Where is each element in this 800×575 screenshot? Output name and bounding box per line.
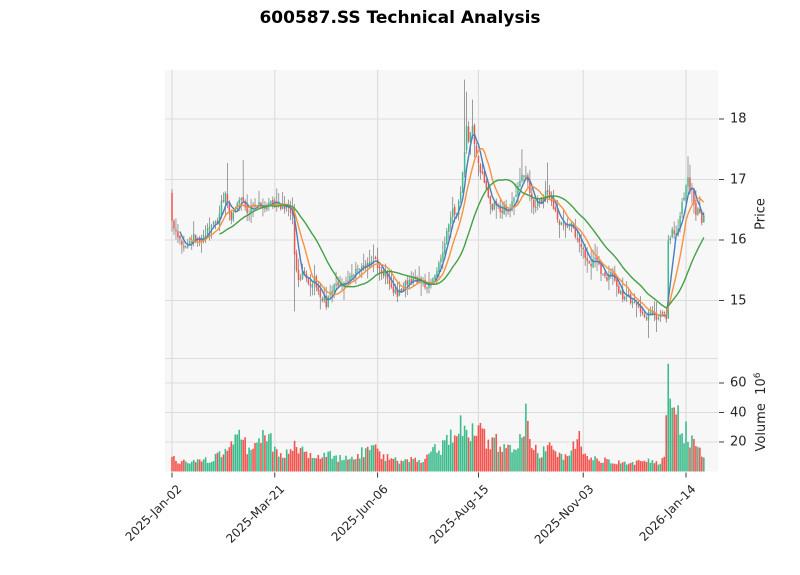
volume-bars (171, 363, 705, 472)
chart-title: 600587.SS Technical Analysis (259, 8, 541, 28)
price-tick-label: 15 (730, 293, 747, 308)
volume-tick-label: 60 (730, 375, 747, 391)
ma-slow-line (219, 178, 705, 309)
price-tick-label: 16 (730, 232, 747, 248)
price-axis-label-text: Price (753, 198, 769, 230)
price-axis-label: Price (754, 198, 769, 230)
price-tick-label: 17 (730, 172, 747, 187)
plot-panel-background (165, 70, 718, 472)
volume-axis-label-text: Volume (754, 403, 770, 452)
volume-tick-label: 20 (730, 434, 747, 450)
price-tick-label: 18 (730, 111, 747, 127)
axis-tick-marks (171, 118, 724, 478)
volume-axis-exponent: 6 (752, 372, 763, 379)
volume-tick-label: 40 (730, 405, 747, 420)
volume-axis-multiplier: 10 (754, 378, 770, 395)
volume-axis-label: Volume 106 (753, 373, 769, 452)
ma-mid-line (189, 147, 705, 316)
